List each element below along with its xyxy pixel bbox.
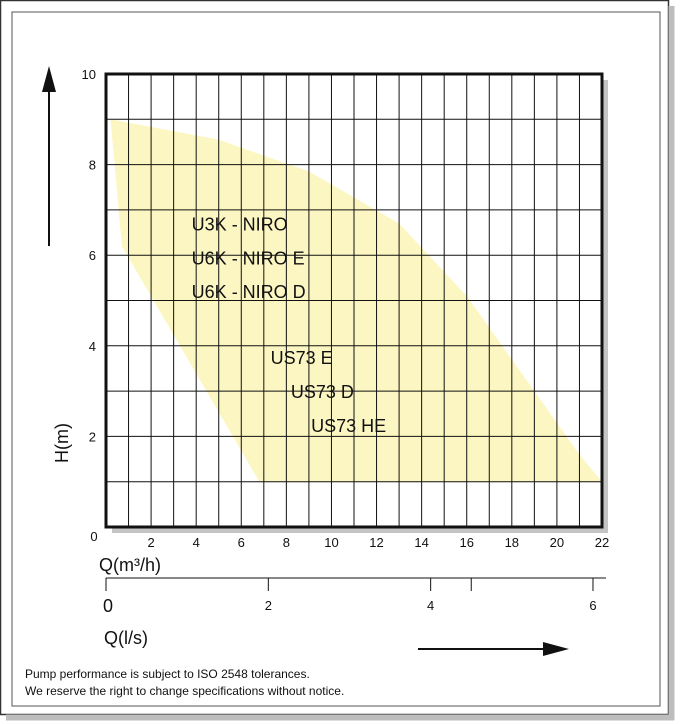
y-axis-title: H(m)	[52, 423, 72, 463]
x-tick-label-20: 20	[550, 535, 564, 550]
footnote-1: Pump performance is subject to ISO 2548 …	[25, 667, 310, 681]
y-tick-label-4: 4	[89, 339, 96, 354]
outer-shadow-right	[668, 6, 675, 720]
x-tick-label-2: 2	[147, 535, 154, 550]
x-tick-label-8: 8	[283, 535, 290, 550]
x-axis-title: Q(m³/h)	[99, 555, 161, 575]
x-tick-label-22: 22	[595, 535, 609, 550]
x-tick-label-16: 16	[459, 535, 473, 550]
q-arrow-head	[543, 642, 569, 656]
secondary-tick-label-2: 2	[265, 598, 272, 613]
x-tick-label-10: 10	[324, 535, 338, 550]
model-label-4: US73 D	[291, 382, 354, 402]
footnote-2: We reserve the right to change specifica…	[25, 684, 344, 698]
model-label-5: US73 HE	[311, 416, 386, 436]
model-label-0: U3K - NIRO	[192, 214, 288, 234]
model-label-2: U6K - NIRO D	[192, 282, 306, 302]
x-tick-label-12: 12	[369, 535, 383, 550]
x-tick-label-6: 6	[238, 535, 245, 550]
h-arrow-head	[42, 66, 56, 92]
x-tick-label-18: 18	[505, 535, 519, 550]
x-tick-label-4: 4	[193, 535, 200, 550]
model-label-3: US73 E	[271, 348, 333, 368]
secondary-axis-title: Q(l/s)	[104, 628, 148, 648]
secondary-tick-label-0: 0	[103, 596, 113, 616]
plot-border	[104, 72, 604, 529]
model-label-1: U6K - NIRO E	[192, 248, 305, 268]
x-tick-label-0: 0	[90, 529, 97, 544]
y-tick-label-6: 6	[89, 248, 96, 263]
x-tick-label-14: 14	[414, 535, 428, 550]
secondary-tick-label-4: 4	[427, 598, 434, 613]
secondary-tick-label-6: 6	[589, 598, 596, 613]
outer-shadow-bottom	[6, 714, 674, 721]
y-tick-label-2: 2	[89, 429, 96, 444]
y-tick-label-10: 10	[82, 67, 96, 82]
y-tick-label-8: 8	[89, 158, 96, 173]
